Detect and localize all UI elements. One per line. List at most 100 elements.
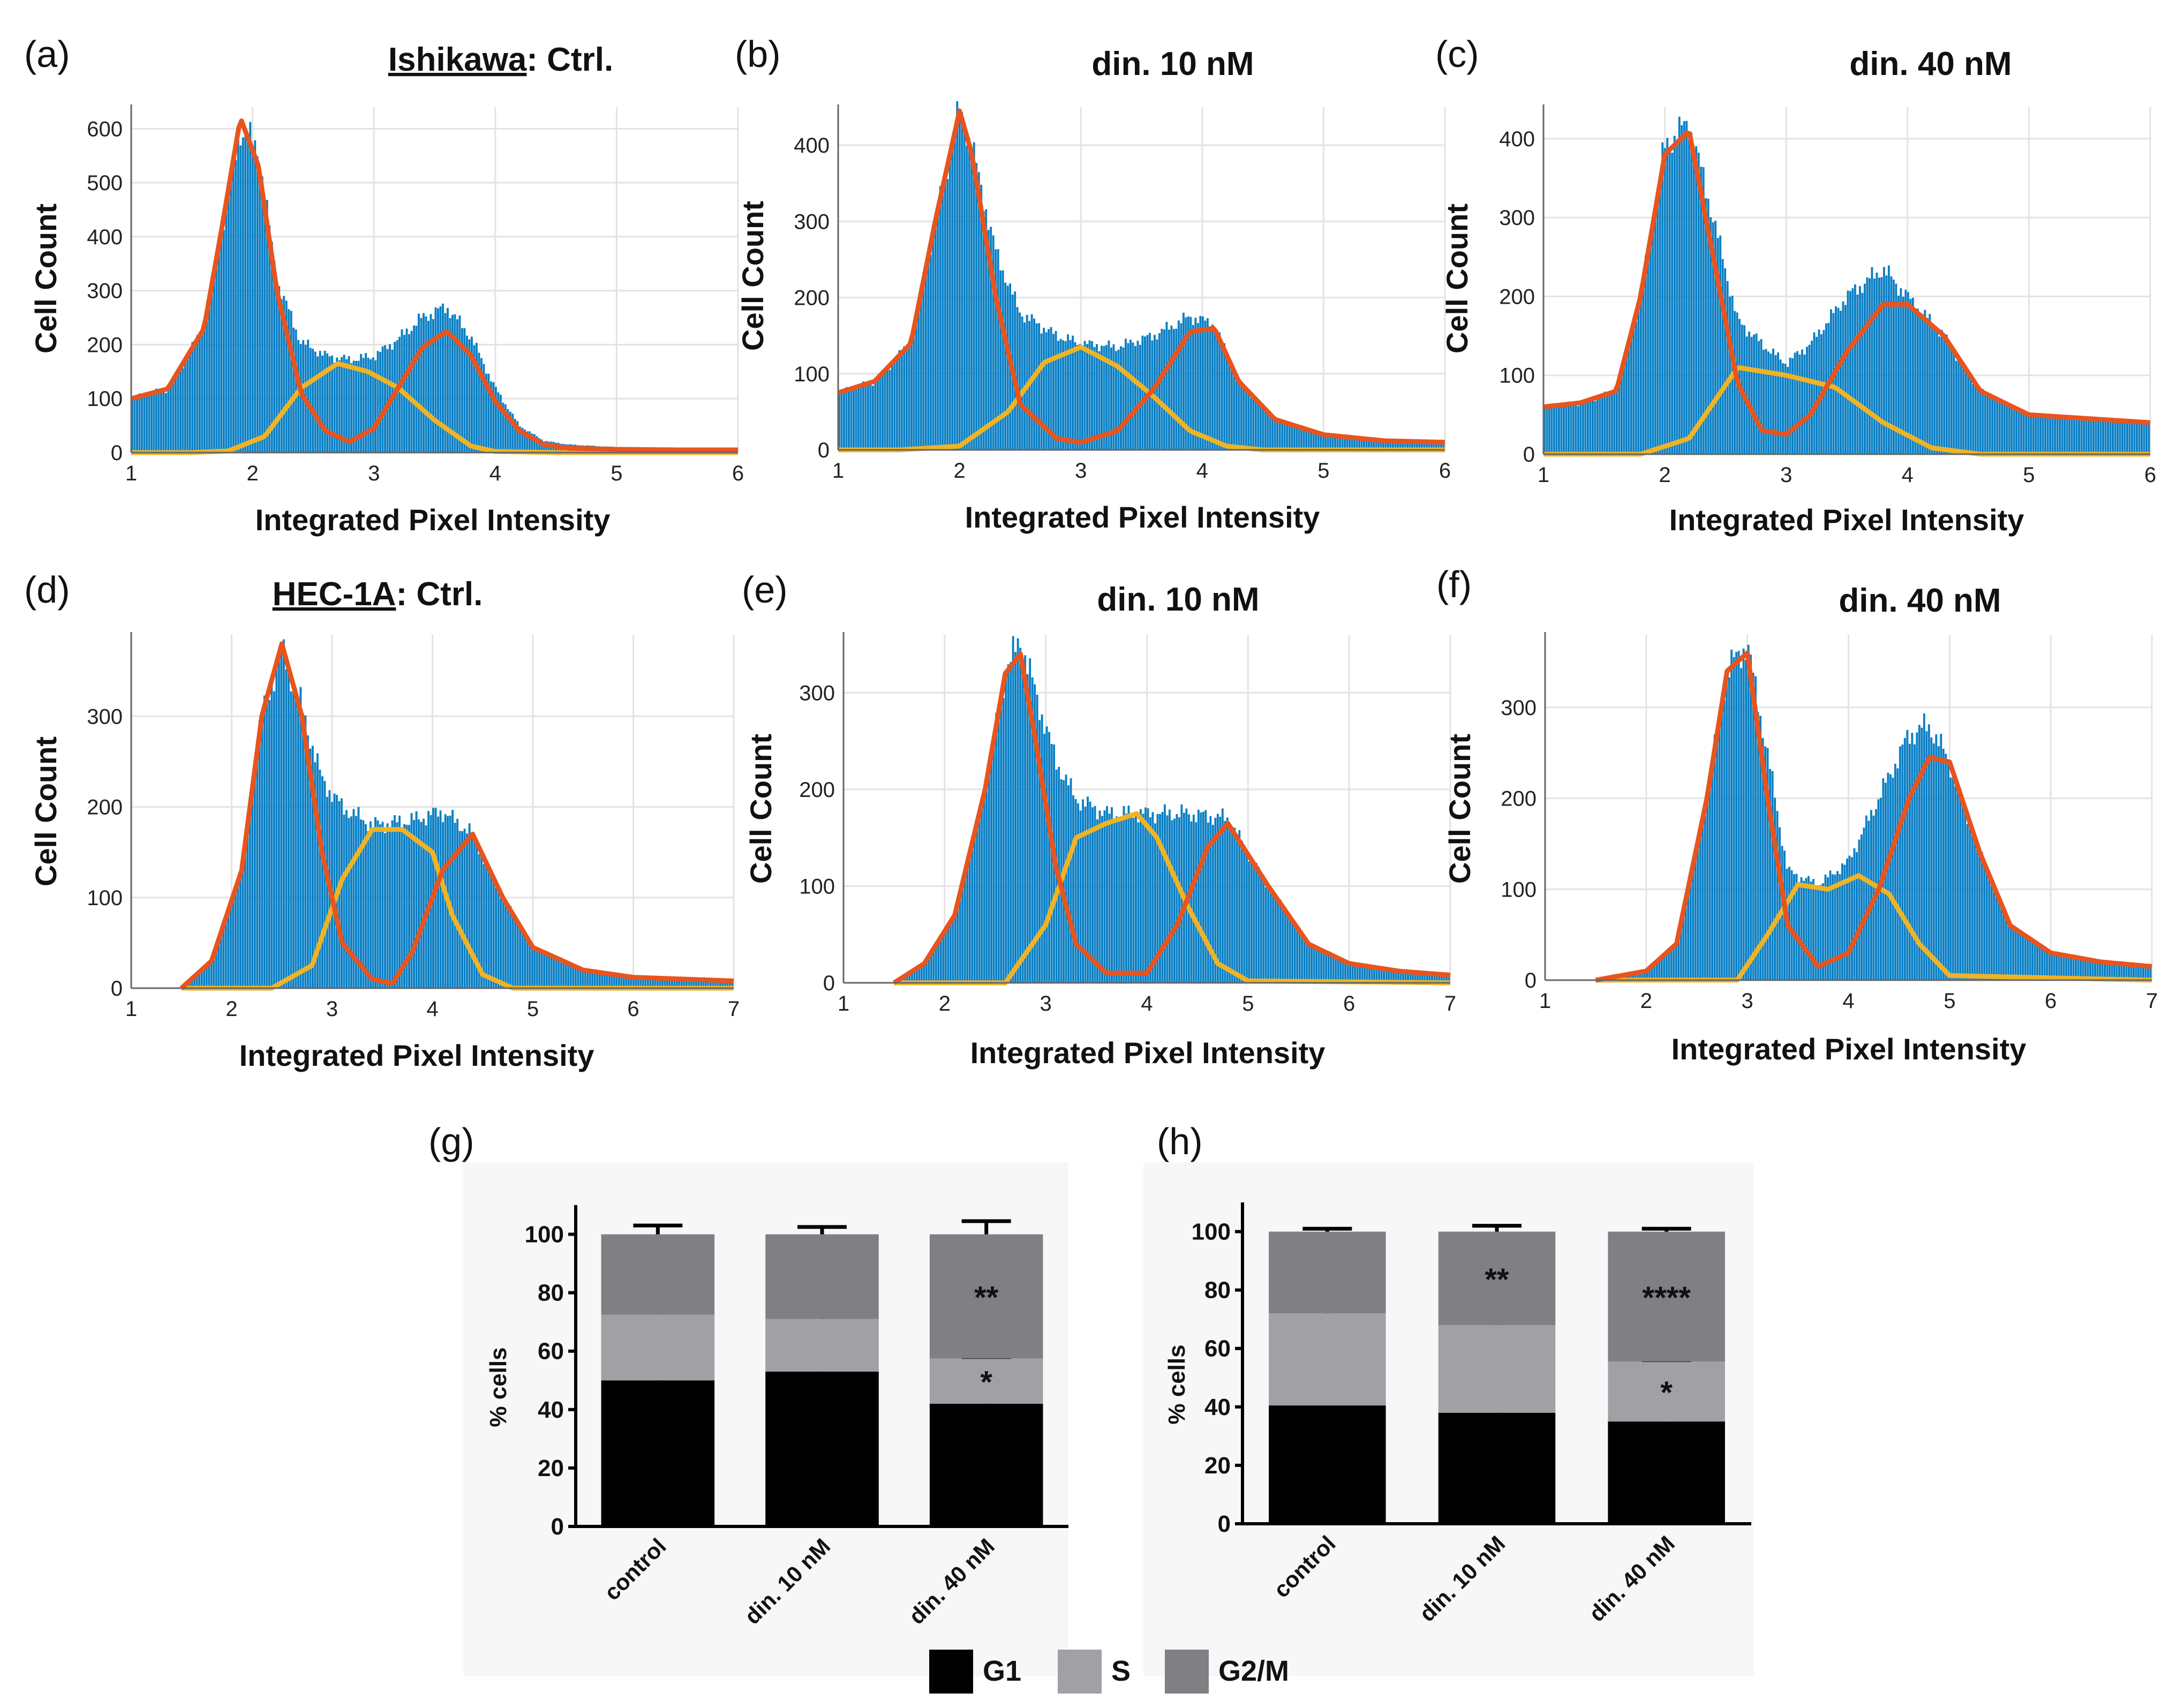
histogram-bar — [1858, 286, 1861, 454]
histogram-bar — [456, 319, 458, 453]
histogram-bar — [538, 438, 540, 453]
histogram-bar — [323, 350, 326, 453]
histogram-bar — [666, 978, 668, 988]
histogram-bar — [963, 133, 966, 450]
histogram-bar — [2060, 955, 2063, 980]
histogram-bar — [138, 393, 141, 453]
histogram-bar — [1901, 744, 1904, 980]
histogram-bar — [1546, 404, 1548, 454]
histogram-bar — [935, 943, 937, 983]
bar-segment-s — [929, 1358, 1043, 1404]
histogram-bar — [1377, 440, 1380, 450]
histogram-bar — [1433, 441, 1435, 450]
histogram-bar — [1919, 315, 1922, 454]
histogram-bar — [1211, 824, 1214, 983]
histogram-bar — [259, 172, 261, 453]
histogram-bar — [1998, 894, 2000, 980]
histogram-bar — [364, 824, 367, 988]
histogram-bar — [1984, 393, 1986, 454]
histogram-bar — [1682, 912, 1685, 980]
histogram-bar — [2070, 419, 2073, 454]
histogram-bar — [1334, 435, 1337, 450]
histogram-bar — [714, 980, 717, 988]
histogram-bar — [1165, 321, 1168, 450]
x-tick-label: 6 — [627, 997, 639, 1021]
y-axis-label: Cell Count — [744, 734, 778, 884]
histogram-bar — [1249, 397, 1252, 450]
histogram-bar — [355, 816, 357, 988]
panel-title: din. 40 nM — [1849, 46, 2012, 82]
histogram-bar — [688, 980, 690, 988]
histogram-bar — [1351, 964, 1354, 983]
histogram-bar — [529, 942, 531, 988]
histogram-bar — [1873, 279, 1876, 454]
bar-segment-s — [1438, 1325, 1556, 1413]
histogram-bar — [217, 250, 220, 453]
histogram-bar — [326, 353, 329, 453]
histogram-bar — [427, 321, 430, 453]
y-tick-label: 400 — [1499, 127, 1535, 151]
histogram-bar — [1718, 713, 1721, 980]
histogram-bar — [1772, 348, 1775, 454]
histogram-bar — [1742, 648, 1745, 980]
histogram-bar — [913, 969, 916, 983]
histogram-bar — [947, 926, 950, 983]
histogram-bar — [1681, 125, 1683, 454]
histogram-bar — [990, 227, 992, 450]
histogram-bar — [451, 314, 454, 453]
histogram-bar — [384, 833, 386, 988]
histogram-bar — [1880, 277, 1883, 454]
histogram-bar — [1313, 946, 1315, 983]
histogram-bar — [500, 898, 502, 988]
histogram-bar — [560, 960, 562, 988]
histogram-bar — [545, 952, 548, 988]
histogram-bar — [709, 980, 712, 988]
histogram-bar — [1766, 748, 1769, 980]
histogram-bar — [1173, 818, 1176, 983]
x-tick-label: 5 — [2023, 463, 2035, 487]
histogram-bar — [1747, 644, 1750, 980]
histogram-bar — [1103, 810, 1106, 983]
bar-segment-g1 — [1269, 1405, 1386, 1524]
histogram-bar — [365, 353, 367, 453]
histogram-bar — [210, 961, 213, 988]
histogram-bar — [952, 917, 954, 983]
histogram-bar — [2022, 933, 2024, 980]
histogram-bar — [1986, 392, 1989, 454]
histogram-bar — [283, 296, 285, 453]
histogram-bar — [198, 338, 201, 453]
histogram-bar — [1895, 283, 1897, 454]
histogram-bar — [1288, 424, 1291, 450]
histogram-bar — [1692, 863, 1695, 980]
histogram-bar — [613, 974, 615, 988]
histogram-bar — [2106, 963, 2108, 980]
histogram-bar — [311, 746, 314, 988]
histogram-bar — [598, 972, 601, 988]
histogram-bar — [1906, 729, 1909, 980]
histogram-bar — [2118, 964, 2120, 980]
histogram-bar — [2038, 944, 2041, 980]
histogram-bar — [1226, 817, 1229, 983]
histogram-bar — [1411, 441, 1413, 450]
histogram-bar — [153, 393, 155, 453]
histogram-bar — [1937, 746, 1940, 980]
x-tick-label: 2 — [246, 462, 258, 485]
histogram-bar — [367, 357, 370, 453]
histogram-bar — [1603, 392, 1606, 454]
histogram-bar — [1868, 278, 1871, 454]
histogram-bar — [1267, 887, 1270, 983]
histogram-bar — [444, 313, 447, 453]
histogram-bar — [379, 352, 381, 453]
histogram-bar — [1293, 924, 1296, 983]
histogram-bar — [1957, 357, 1960, 454]
histogram-bar — [2070, 956, 2073, 980]
histogram-bar — [333, 793, 336, 988]
histogram-bar — [1168, 809, 1171, 983]
histogram-bar — [2017, 929, 2020, 980]
histogram-bar — [1330, 955, 1332, 983]
histogram-bar — [1001, 270, 1004, 450]
histogram-bar — [1606, 394, 1608, 454]
panel-label: (f) — [1436, 563, 1472, 605]
histogram-bar — [927, 255, 930, 450]
histogram-bar — [920, 285, 922, 450]
